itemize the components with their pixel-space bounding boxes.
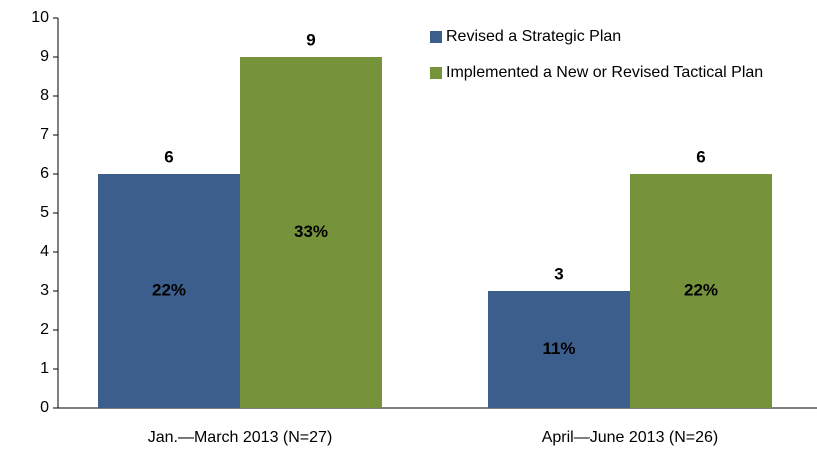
bar bbox=[488, 291, 630, 408]
y-tick-label: 5 bbox=[40, 204, 49, 221]
y-tick-label: 1 bbox=[40, 360, 49, 377]
x-tick-label: Jan.—March 2013 (N=27) bbox=[148, 429, 333, 446]
y-tick-label: 7 bbox=[40, 126, 49, 143]
value-label: 3 bbox=[554, 264, 563, 283]
value-label: 6 bbox=[164, 147, 173, 166]
y-tick-label: 9 bbox=[40, 48, 49, 65]
bar bbox=[98, 174, 240, 408]
percent-label: 22% bbox=[684, 280, 718, 299]
y-tick-label: 10 bbox=[31, 9, 49, 26]
x-tick-label: April—June 2013 (N=26) bbox=[542, 429, 719, 446]
legend-swatch bbox=[430, 67, 442, 79]
y-tick-label: 8 bbox=[40, 87, 49, 104]
value-label: 9 bbox=[306, 30, 315, 49]
legend-label: Revised a Strategic Plan bbox=[446, 28, 621, 45]
y-tick-label: 3 bbox=[40, 282, 49, 299]
y-tick-label: 0 bbox=[40, 399, 49, 416]
bar bbox=[630, 174, 772, 408]
percent-label: 22% bbox=[152, 280, 186, 299]
percent-label: 33% bbox=[294, 222, 328, 241]
legend-swatch bbox=[430, 31, 442, 43]
legend-label: Implemented a New or Revised Tactical Pl… bbox=[446, 64, 763, 81]
y-tick-label: 2 bbox=[40, 321, 49, 338]
y-tick-label: 6 bbox=[40, 165, 49, 182]
value-label: 6 bbox=[696, 147, 705, 166]
bar bbox=[240, 57, 382, 408]
y-tick-label: 4 bbox=[40, 243, 49, 260]
percent-label: 11% bbox=[542, 339, 575, 358]
